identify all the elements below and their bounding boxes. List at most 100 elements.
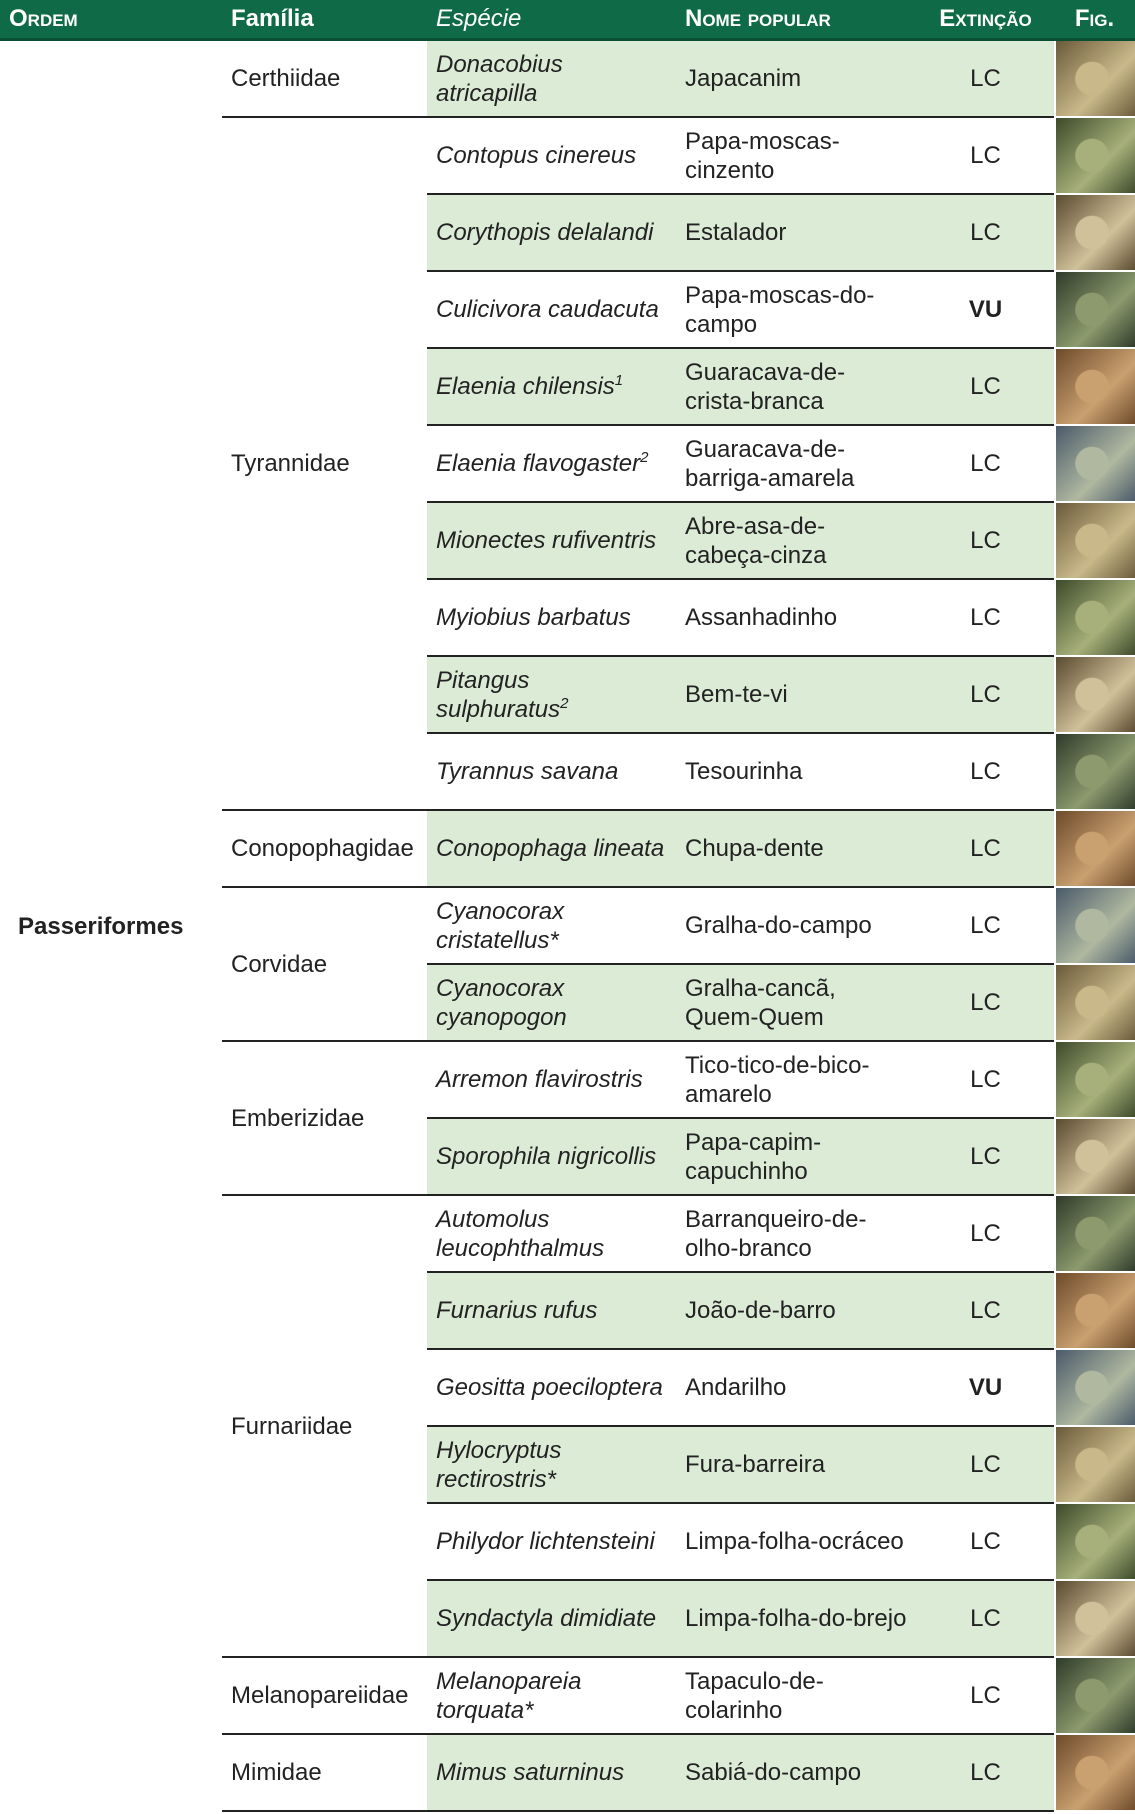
status-cell: LC (917, 1657, 1054, 1735)
figure-cell (1054, 579, 1135, 657)
species-name: Cyanocorax cyanopogon (436, 974, 567, 1031)
footnote-mark: 1 (614, 372, 624, 389)
figure-cell (1054, 733, 1135, 811)
common-name-cell: Limpa-folha-ocráceo (676, 1503, 917, 1581)
common-name-cell: Sabiá-do-campo (676, 1734, 917, 1812)
figure-cell (1054, 810, 1135, 888)
status-cell: LC (917, 964, 1054, 1042)
bird-photo (1056, 1119, 1135, 1194)
species-cell: Furnarius rufus (427, 1272, 676, 1350)
common-name-cell: Gralha-cancã, Quem-Quem (676, 964, 917, 1042)
species-name: Melanopareia torquata* (436, 1667, 582, 1724)
common-name-cell: Japacanim (676, 39, 917, 118)
family-cell: Melanopareiidae (222, 1657, 427, 1735)
species-cell: Elaenia chilensis1 (427, 348, 676, 426)
bird-photo (1056, 1735, 1135, 1810)
common-name-cell: Tesourinha (676, 733, 917, 811)
species-cell: Arremon flavirostris (427, 1041, 676, 1119)
species-row: Mimidae Mimus saturninus Sabiá-do-campo LC (0, 1734, 1135, 1812)
common-name-cell: Tapaculo-de-colarinho (676, 1657, 917, 1735)
figure-cell (1054, 964, 1135, 1042)
figure-cell (1054, 887, 1135, 965)
figure-cell (1054, 1195, 1135, 1273)
status-cell: LC (917, 1503, 1054, 1581)
species-cell: Conopophaga lineata (427, 810, 676, 888)
species-row: Emberizidae Arremon flavirostris Tico-tico… (0, 1041, 1135, 1196)
figure-cell (1054, 1272, 1135, 1350)
status-cell: VU (917, 271, 1054, 349)
bird-photo (1056, 1196, 1135, 1271)
status-cell: LC (917, 1195, 1054, 1273)
species-row: Culicivora caudacuta Papa-moscas-do-campo… (0, 271, 1135, 349)
header-cell: Nome popular (676, 0, 917, 41)
species-name: Conopophaga lineata (436, 835, 665, 862)
family-cell: Conopophagidae (222, 810, 427, 888)
species-cell: Culicivora caudacuta (427, 271, 676, 349)
table-body: Passeriformes Certhiidae Donacobius atrica… (0, 39, 1135, 1812)
species-row: Tyrannus savana Tesourinha LC (0, 733, 1135, 811)
species-name: Pitangus sulphuratus (436, 666, 561, 723)
species-cell: Myiobius barbatus (427, 579, 676, 657)
species-cell: Donacobius atricapilla (427, 39, 676, 118)
species-row: Furnarius rufus João-de-barro LC (0, 1272, 1135, 1350)
header-cell: Espécie (427, 0, 676, 41)
common-name-cell: Papa-moscas-cinzento (676, 117, 917, 195)
species-name: Corythopis delalandi (436, 219, 654, 246)
common-name-cell: Gralha-do-campo (676, 887, 917, 965)
status-cell: LC (917, 1734, 1054, 1812)
species-name: Hylocryptus rectirostris* (436, 1436, 562, 1493)
figure-cell (1054, 1118, 1135, 1196)
species-cell: Cyanocorax cyanopogon (427, 964, 676, 1042)
status-cell: LC (917, 1426, 1054, 1504)
species-row: Passeriformes Certhiidae Donacobius atrica… (0, 39, 1135, 940)
species-cell: Syndactyla dimidiate (427, 1580, 676, 1658)
bird-photo (1056, 1427, 1135, 1502)
bird-photo (1056, 272, 1135, 347)
species-row: Sporophila nigricollis Papa-capim-capuchi… (0, 1118, 1135, 1196)
bird-photo (1056, 580, 1135, 655)
species-row: Corythopis delalandi Estalador LC (0, 194, 1135, 272)
bird-photo (1056, 503, 1135, 578)
header-cell: Fig. (1054, 0, 1135, 41)
common-name-cell: Tico-tico-de-bico-amarelo (676, 1041, 917, 1119)
bird-photo (1056, 349, 1135, 424)
status-cell: LC (917, 425, 1054, 503)
common-name-cell: Guaracava-de-crista-branca (676, 348, 917, 426)
species-row: Mionectes rufiventris Abre-asa-de-cabeça-… (0, 502, 1135, 580)
common-name-cell: Abre-asa-de-cabeça-cinza (676, 502, 917, 580)
header-row: Ordem Família Espécie Nome popular Extin… (0, 0, 1135, 41)
figure-cell (1054, 39, 1135, 118)
bird-photo (1056, 1658, 1135, 1733)
species-cell: Sporophila nigricollis (427, 1118, 676, 1196)
figure-cell (1054, 1657, 1135, 1735)
species-cell: Pitangus sulphuratus2 (427, 656, 676, 734)
status-cell: LC (917, 194, 1054, 272)
species-name: Cyanocorax cristatellus* (436, 897, 565, 954)
common-name-cell: João-de-barro (676, 1272, 917, 1350)
species-cell: Automolus leucophthalmus (427, 1195, 676, 1273)
species-row: Cyanocorax cyanopogon Gralha-cancã, Quem-… (0, 964, 1135, 1042)
bird-photo (1056, 1273, 1135, 1348)
species-name: Automolus leucophthalmus (436, 1205, 605, 1262)
status-cell: LC (917, 1118, 1054, 1196)
species-name: Mimus saturninus (436, 1759, 625, 1786)
common-name-cell: Estalador (676, 194, 917, 272)
species-row: Tyrannidae Contopus cinereus Papa-moscas-c… (0, 117, 1135, 811)
bird-photo (1056, 965, 1135, 1040)
figure-cell (1054, 348, 1135, 426)
species-name: Geositta poeciloptera (436, 1374, 663, 1401)
bird-photo (1056, 811, 1135, 886)
family-cell: Tyrannidae (222, 117, 427, 811)
species-row: Hylocryptus rectirostris* Fura-barreira LC (0, 1426, 1135, 1504)
footnote-mark: 2 (560, 694, 569, 712)
status-cell: LC (917, 39, 1054, 118)
species-cell: Mimus saturninus (427, 1734, 676, 1812)
species-row: Elaenia flavogaster2 Guaracava-de-barriga… (0, 425, 1135, 503)
figure-cell (1054, 194, 1135, 272)
species-name: Sporophila nigricollis (436, 1143, 657, 1170)
species-cell: Elaenia flavogaster2 (427, 425, 676, 503)
species-cell: Contopus cinereus (427, 117, 676, 195)
common-name-cell: Papa-capim-capuchinho (676, 1118, 917, 1196)
figure-cell (1054, 1426, 1135, 1504)
species-row: Melanopareiidae Melanopareia torquata* Tap… (0, 1657, 1135, 1735)
